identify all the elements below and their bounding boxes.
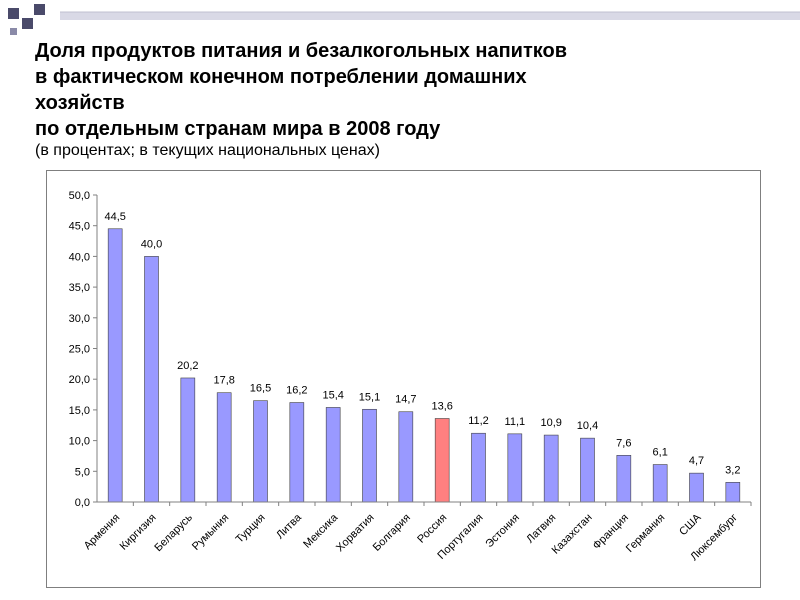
bar-value-label: 11,2 xyxy=(468,415,489,427)
bar-value-label: 16,5 xyxy=(250,383,271,395)
deco-square xyxy=(34,4,45,15)
value-labels: 44,5 40,0 20,2 17,8 16,5 16,2 15,4 15,1 14,7 13,6… xyxy=(104,211,740,477)
x-tick-label: Хорватия xyxy=(334,512,377,555)
bar xyxy=(325,407,341,503)
x-tick-label: Литва xyxy=(274,511,304,541)
bar xyxy=(289,402,305,503)
x-tick-label: Армения xyxy=(82,512,123,553)
x-tick-label: Германия xyxy=(624,512,667,555)
title-line: в фактическом конечном потреблении домаш… xyxy=(35,66,527,88)
bar-value-label: 44,5 xyxy=(104,211,125,223)
bars xyxy=(107,228,741,503)
bar xyxy=(144,256,159,503)
deco-square xyxy=(10,28,17,35)
y-tick-label: 30,0 xyxy=(69,313,90,325)
bar-value-label: 13,6 xyxy=(431,400,452,412)
y-tick-label: 20,0 xyxy=(69,374,90,386)
y-tick-label: 0,0 xyxy=(75,497,90,509)
bar-value-label: 16,2 xyxy=(286,385,307,397)
bar xyxy=(616,455,632,503)
y-tick-label: 15,0 xyxy=(69,405,90,417)
bar xyxy=(652,464,668,503)
bar-value-label: 15,4 xyxy=(322,389,343,401)
x-tick-label: Беларусь xyxy=(152,511,195,554)
bar-value-label: 14,7 xyxy=(395,394,416,406)
x-tick-label: Румыния xyxy=(190,512,231,553)
bar xyxy=(471,432,486,503)
bar-value-label: 15,1 xyxy=(359,391,380,403)
x-tick-label: Россия xyxy=(415,512,449,546)
bar xyxy=(580,437,595,503)
deco-square xyxy=(8,8,19,19)
page-title: Доля продуктов питания и безалкогольных … xyxy=(35,38,775,142)
bar xyxy=(725,482,741,503)
bar-value-label: 7,6 xyxy=(616,437,631,449)
bar-value-label: 6,1 xyxy=(653,447,668,459)
x-tick-label: США xyxy=(677,511,704,538)
y-tick-label: 40,0 xyxy=(69,251,90,263)
y-axis: 0,0 5,0 10,0 15,0 20,0 25,0 30,0 35,0 40,0 45,0 50… xyxy=(69,190,98,509)
y-tick-label: 5,0 xyxy=(75,466,90,478)
bar-value-label: 10,9 xyxy=(540,417,561,429)
y-tick-label: 35,0 xyxy=(69,282,90,294)
x-tick-label: Эстония xyxy=(483,512,522,551)
bar-value-label: 17,8 xyxy=(213,375,234,387)
bar xyxy=(543,434,559,503)
bar-value-label: 4,7 xyxy=(689,455,704,467)
y-tick-label: 25,0 xyxy=(69,344,90,356)
bar xyxy=(107,228,123,503)
page-subtitle: (в процентах; в текущих национальных цен… xyxy=(35,142,380,159)
y-tick-label: 45,0 xyxy=(69,221,90,233)
x-tick-label: Болгария xyxy=(371,512,413,554)
bar-value-label: 11,1 xyxy=(505,416,526,428)
bar-chart: 0,0 5,0 10,0 15,0 20,0 25,0 30,0 35,0 40,0 45,0 50… xyxy=(69,190,752,563)
bar-value-label: 3,2 xyxy=(725,464,740,476)
deco-square xyxy=(22,18,33,29)
bar-value-label: 40,0 xyxy=(141,238,162,250)
bar xyxy=(216,392,232,503)
x-tick-label: Турция xyxy=(234,512,268,546)
bar xyxy=(362,408,377,503)
x-tick-label: Латвия xyxy=(524,512,558,546)
bar-value-label: 10,4 xyxy=(577,420,598,432)
y-tick-label: 10,0 xyxy=(69,436,90,448)
corner-squares-decoration xyxy=(8,4,800,35)
chart-frame: 0,0 5,0 10,0 15,0 20,0 25,0 30,0 35,0 40,0 45,0 50… xyxy=(46,170,761,588)
title-line: хозяйств xyxy=(35,92,125,114)
title-line: Доля продуктов питания и безалкогольных … xyxy=(35,40,568,62)
y-tick-label: 50,0 xyxy=(69,190,90,202)
bar xyxy=(180,377,196,503)
bar xyxy=(507,433,523,503)
bar xyxy=(398,411,414,503)
bar-value-label: 20,2 xyxy=(177,360,198,372)
header-stripe xyxy=(60,11,800,20)
bar-highlighted xyxy=(434,418,450,503)
bar xyxy=(253,400,268,503)
title-line: по отдельным странам мира в 2008 году xyxy=(35,118,441,140)
bar xyxy=(689,472,704,503)
